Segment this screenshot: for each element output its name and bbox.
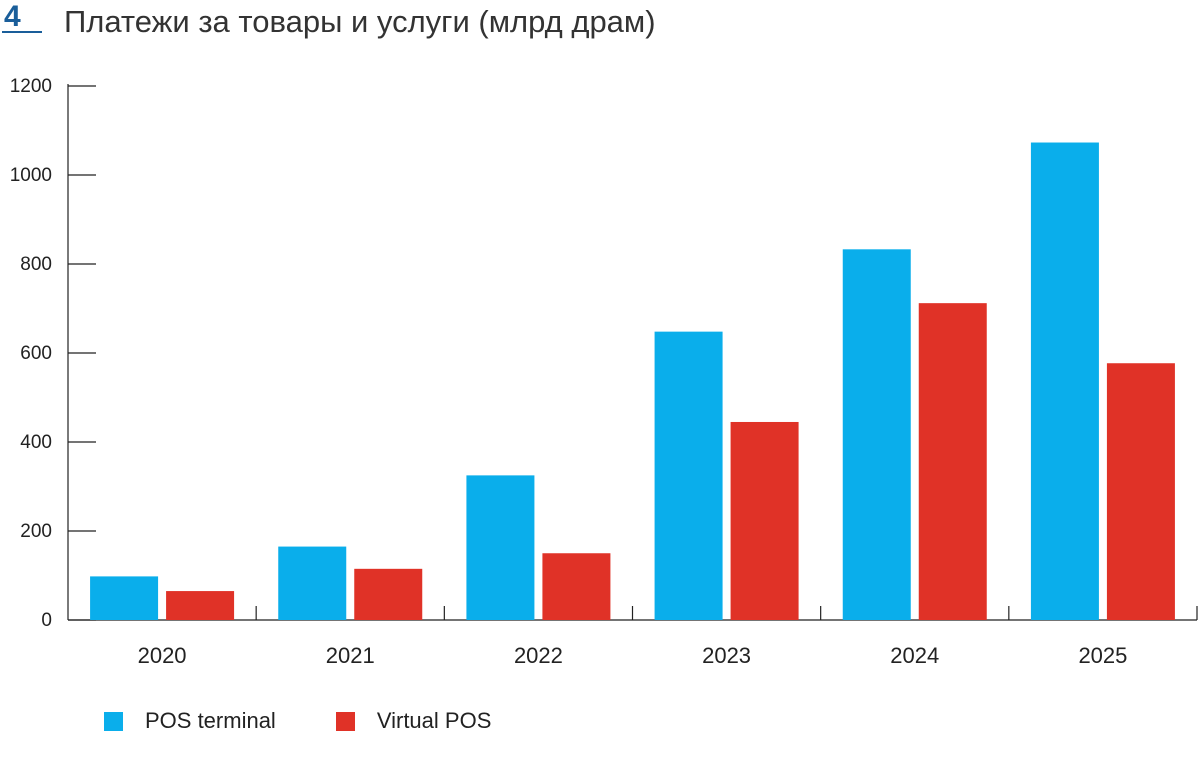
bar-pos-terminal-2023 xyxy=(654,331,723,620)
bar-virtual-pos-2022 xyxy=(542,553,611,620)
x-category-label: 2020 xyxy=(138,643,187,668)
bar-pos-terminal-2021 xyxy=(278,546,347,620)
chart-header: 4 Платежи за товары и услуги (млрд драм) xyxy=(0,0,1200,50)
figure-number: 4 xyxy=(4,0,21,33)
axis-labels: 0 200 400 600 800 1000 1200 2020 2021 2022 2023 202… xyxy=(10,76,1128,668)
y-tick-label: 200 xyxy=(20,521,52,542)
legend-item-virtual-pos: Virtual POS xyxy=(335,708,492,734)
y-tick-label: 800 xyxy=(20,254,52,275)
y-tick-label: 0 xyxy=(41,610,52,631)
x-category-label: 2025 xyxy=(1078,643,1127,668)
axes xyxy=(67,84,1198,621)
y-tick-label: 1200 xyxy=(10,76,52,97)
x-category-label: 2023 xyxy=(702,643,751,668)
bar-virtual-pos-2024 xyxy=(918,303,987,620)
bar-virtual-pos-2020 xyxy=(166,591,235,620)
legend-swatch-pos-terminal xyxy=(104,711,123,731)
bar-virtual-pos-2025 xyxy=(1106,363,1175,620)
bar-chart: 0 200 400 600 800 1000 1200 2020 2021 2022 2023 202… xyxy=(10,76,1198,668)
bar-pos-terminal-2020 xyxy=(90,576,159,620)
figure-number-underline xyxy=(2,31,42,33)
x-category-label: 2022 xyxy=(514,643,563,668)
legend-item-pos-terminal: POS terminal xyxy=(104,708,276,734)
legend-label-pos-terminal: POS terminal xyxy=(145,708,276,733)
y-tick-label: 1000 xyxy=(10,165,52,186)
bar-pos-terminal-2025 xyxy=(1030,142,1099,620)
bar-pos-terminal-2024 xyxy=(842,249,911,620)
y-tick-label: 400 xyxy=(20,432,52,453)
bars xyxy=(90,142,1175,620)
x-category-label: 2024 xyxy=(890,643,939,668)
legend-label-virtual-pos: Virtual POS xyxy=(376,708,492,733)
bar-virtual-pos-2023 xyxy=(730,421,799,620)
y-tick-label: 600 xyxy=(20,343,52,364)
bar-virtual-pos-2021 xyxy=(354,568,423,620)
legend-swatch-virtual-pos xyxy=(335,711,355,731)
x-category-label: 2021 xyxy=(326,643,375,668)
chart-title: Платежи за товары и услуги (млрд драм) xyxy=(64,4,656,39)
bar-pos-terminal-2022 xyxy=(466,475,535,620)
legend: POS terminal Virtual POS xyxy=(104,704,551,738)
